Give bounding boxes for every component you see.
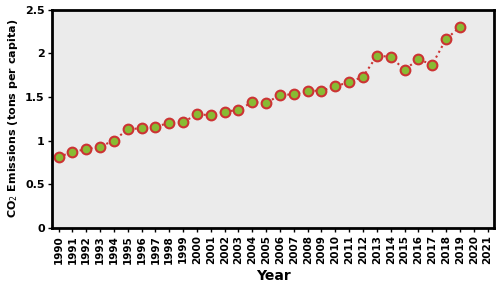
- X-axis label: Year: Year: [256, 269, 290, 284]
- Y-axis label: CO$_2$ Emissions (tons per capita): CO$_2$ Emissions (tons per capita): [6, 19, 20, 218]
